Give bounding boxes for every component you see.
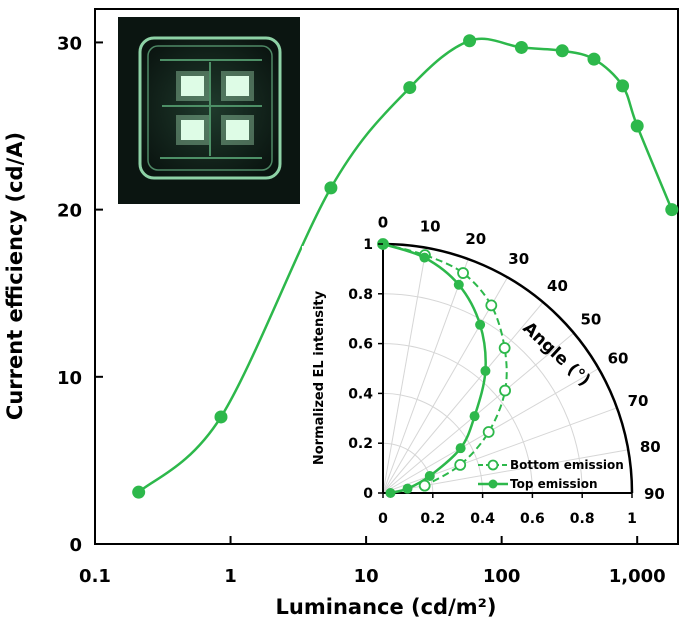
y-tick-label: 30 bbox=[57, 33, 82, 54]
polar-angle-tick-label: 90 bbox=[644, 485, 665, 503]
polar-grid-ray bbox=[382, 247, 427, 494]
polar-x-tick-label: 0.4 bbox=[470, 511, 495, 527]
polar-grid-arc bbox=[382, 293, 583, 494]
polar-labels: 0 0.2 0.4 0.6 0.8 100.20.40.60.810 10203040506… bbox=[348, 214, 665, 527]
polar-grid-ray bbox=[382, 301, 544, 494]
polar-angle-tick-label: 70 bbox=[628, 392, 649, 410]
top-emission-point bbox=[475, 319, 486, 330]
legend-bottom-marker bbox=[487, 459, 499, 471]
legend-top-marker bbox=[488, 479, 498, 489]
polar-angle-tick-label: 60 bbox=[608, 349, 629, 367]
x-tick-label: 1,000 bbox=[609, 566, 666, 587]
top-emission-curve bbox=[382, 242, 487, 495]
legend-bottom-label: Bottom emission bbox=[510, 458, 624, 472]
efficiency-point bbox=[587, 52, 601, 66]
bottom-emission-point bbox=[498, 342, 511, 354]
bottom-emission-point bbox=[454, 458, 467, 471]
polar-legend: Bottom emission Top emission bbox=[478, 458, 624, 491]
bottom-emission-curve bbox=[382, 243, 508, 487]
x-axis-title: Luminance (cd/m²) bbox=[276, 595, 497, 619]
polar-angle-tick-label: 50 bbox=[580, 311, 601, 329]
device-photo bbox=[118, 17, 300, 204]
polar-y-tick-label: 0.8 bbox=[348, 287, 373, 303]
top-emission-point bbox=[419, 252, 430, 263]
top-emission-point bbox=[480, 365, 491, 376]
efficiency-point bbox=[324, 181, 338, 195]
efficiency-point bbox=[132, 485, 146, 499]
polar-x-tick-label: 0.8 bbox=[570, 511, 595, 527]
y-tick-label: 20 bbox=[57, 201, 82, 222]
polar-y-tick-label: 1 bbox=[363, 237, 373, 253]
polar-y-tick-label: 0.4 bbox=[348, 386, 373, 402]
efficiency-point bbox=[403, 81, 417, 95]
efficiency-point bbox=[214, 410, 228, 424]
top-emission-point bbox=[469, 411, 480, 422]
top-emission-point bbox=[453, 279, 464, 290]
bottom-emission-point bbox=[482, 426, 495, 438]
plot-frame bbox=[94, 8, 679, 545]
y-tick-label: 0 bbox=[69, 535, 82, 556]
efficiency-point bbox=[514, 40, 528, 54]
efficiency-point bbox=[463, 34, 477, 48]
polar-x-tick-label: 0.2 bbox=[420, 511, 445, 527]
legend-top-label: Top emission bbox=[510, 477, 598, 491]
polar-x-tick-label: 1 bbox=[627, 511, 637, 527]
polar-angle-tick-label: 30 bbox=[508, 250, 529, 268]
top-emission-point bbox=[385, 488, 396, 498]
polar-angle-tick-label: 40 bbox=[547, 277, 568, 295]
polar-y-tick-label: 0 bbox=[363, 486, 373, 502]
polar-axes bbox=[382, 242, 634, 494]
polar-angle-tick-label: 80 bbox=[640, 438, 661, 456]
top-emission-point bbox=[402, 483, 413, 494]
bottom-emission-point bbox=[499, 384, 511, 397]
polar-x-tick-label: 0 bbox=[378, 511, 388, 527]
bottom-emission-point bbox=[457, 267, 469, 279]
efficiency-points bbox=[132, 34, 679, 499]
x-tick-label: 100 bbox=[483, 566, 521, 587]
polar-inset-background bbox=[302, 246, 642, 536]
efficiency-point bbox=[555, 44, 569, 58]
efficiency-point bbox=[665, 203, 679, 217]
polar-angle-tick-label: 0 bbox=[378, 214, 388, 232]
polar-angle-tick-label: 20 bbox=[465, 230, 486, 248]
x-tick-label: 1 bbox=[224, 566, 237, 587]
polar-grid-ray bbox=[382, 407, 618, 494]
x-tick-label: 0.1 bbox=[79, 566, 111, 587]
polar-y-axis-title: Normalized EL intensity bbox=[312, 290, 327, 465]
efficiency-point bbox=[616, 79, 630, 93]
polar-grid-ray bbox=[382, 277, 508, 494]
y-tick-label: 10 bbox=[57, 368, 82, 389]
polar-grid-arc bbox=[382, 392, 484, 494]
polar-inset: 0 0.2 0.4 0.6 0.8 100.20.40.60.810 10203040506… bbox=[302, 214, 665, 536]
polar-angle-tick-label: 10 bbox=[420, 218, 441, 236]
polar-y-tick-label: 0.2 bbox=[348, 436, 373, 452]
polar-y-tick-label: 0.6 bbox=[348, 337, 373, 353]
top-emission-point bbox=[424, 470, 435, 481]
x-tick-label: 10 bbox=[354, 566, 379, 587]
polar-x-tick-label: 0.6 bbox=[520, 511, 545, 527]
bottom-emission-point bbox=[418, 479, 431, 492]
polar-grid-arc bbox=[382, 343, 533, 494]
polar-grid-arc bbox=[382, 442, 434, 494]
y-axis-title: Current efficiency (cd/A) bbox=[3, 132, 27, 420]
efficiency-point bbox=[630, 119, 644, 133]
top-emission-point bbox=[455, 443, 466, 454]
polar-outer-arc bbox=[382, 242, 634, 494]
polar-grid-ray bbox=[382, 258, 469, 494]
bottom-emission-point bbox=[485, 299, 498, 312]
